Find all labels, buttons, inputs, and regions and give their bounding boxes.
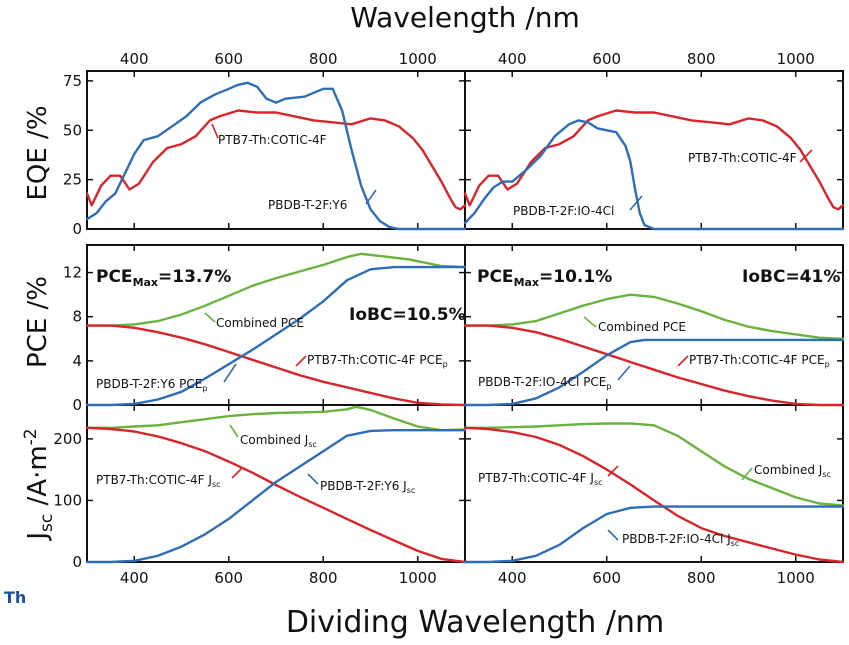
jsc-y-label: Jsc /A·m-2	[21, 428, 57, 541]
x-tick-label-top: 1000	[399, 50, 437, 68]
pce-right-green-leader	[583, 316, 597, 328]
x-tick-label-bottom: 600	[592, 569, 621, 587]
x-tick-label-bottom: 400	[120, 569, 149, 587]
eqe-annotations: PTB7-Th:COTIC-4F PBDB-T-2F:Y6 PTB7-Th:CO…	[211, 123, 813, 218]
bottom-title: Dividing Wavelength /nm	[286, 605, 664, 640]
panel-frame-jsc-right	[464, 404, 844, 563]
pce-y-label: PCE /%	[23, 276, 53, 368]
jsc-left-green-label: Combined Jsc	[240, 433, 317, 449]
y-tick-label-pce: 8	[72, 308, 82, 326]
eqe-left-blue-label: PBDB-T-2F:Y6	[268, 198, 347, 212]
pce-right-blue-leader	[617, 365, 631, 381]
x-tick-label-top: 800	[309, 50, 338, 68]
series-line-jsc-right-red	[463, 426, 845, 564]
x-tick-label-top: 600	[592, 50, 621, 68]
eqe-left-blue-leader	[365, 189, 377, 205]
series-line-pce-left-red	[85, 324, 467, 407]
jsc-left-green-leader	[229, 424, 239, 438]
jsc-annotations: Combined Jsc PTB7-Th:COTIC-4F Jsc PBDB-T…	[96, 424, 831, 548]
pce-right-red-label: PTB7-Th:COTIC-4F PCEp	[689, 353, 830, 369]
series-line-eqe-left-blue	[85, 81, 467, 231]
series-line-jsc-right-green	[463, 422, 845, 507]
eqe-right-blue-leader	[629, 195, 643, 211]
y-tick-label-jsc: 200	[53, 430, 82, 448]
x-tick-label-top: 400	[498, 50, 527, 68]
pce-left-green-label: Combined PCE	[216, 316, 304, 330]
y-tick-label-eqe: 50	[63, 121, 82, 139]
eqe-y-label: EQE /%	[23, 105, 53, 200]
eqe-left-red-leader	[211, 123, 219, 139]
series-line-pce-right-red	[463, 324, 845, 407]
y-tick-label-jsc: 100	[53, 491, 82, 509]
pce-left-green-leader	[204, 312, 216, 323]
pce-right-red-leader	[677, 355, 689, 367]
eqe-right-blue-label: PBDB-T-2F:IO-4Cl	[513, 204, 614, 218]
pce-right-blue-label: PBDB-T-2F:IO-4Cl PCEp	[478, 375, 611, 391]
jsc-left-blue-leader	[307, 473, 319, 485]
series-line-jsc-left-red	[85, 426, 467, 564]
series-line-eqe-right-blue	[463, 119, 845, 231]
jsc-right-red-leader	[607, 465, 619, 477]
jsc-right-blue-leader	[607, 529, 619, 541]
series-line-pce-right-blue	[463, 338, 845, 407]
jsc-right-blue-label: PBDB-T-2F:IO-4Cl Jsc	[622, 532, 739, 548]
pce-left-red-label: PTB7-Th:COTIC-4F PCEp	[307, 353, 448, 369]
series-line-jsc-right-blue	[463, 505, 845, 564]
x-tick-label-top: 600	[214, 50, 243, 68]
series-line-jsc-left-green	[85, 405, 467, 432]
pce-left-red-leader	[295, 355, 307, 367]
y-tick-label-pce: 4	[72, 352, 82, 370]
jsc-right-green-leader	[741, 467, 753, 481]
x-tick-label-top: 400	[120, 50, 149, 68]
x-tick-label-bottom: 400	[498, 569, 527, 587]
pce-annotations: PCEMax=13.7% IoBC=10.5% Combined PCE PTB…	[96, 267, 840, 393]
pce-left-iobc: IoBC=10.5%	[349, 305, 466, 325]
pce-left-blue-leader	[223, 363, 237, 383]
x-tick-label-bottom: 800	[309, 569, 338, 587]
pce-left-blue-label: PBDB-T-2F:Y6 PCEp	[96, 377, 207, 393]
eqe-left-red-label: PTB7-Th:COTIC-4F	[218, 133, 327, 147]
series-line-eqe-left-red	[85, 109, 467, 211]
y-tick-label-eqe: 25	[63, 171, 82, 189]
jsc-right-green-label: Combined Jsc	[754, 463, 831, 479]
y-tick-label-pce: 0	[72, 396, 82, 414]
jsc-right-red-label: PTB7-Th:COTIC-4F Jsc	[478, 471, 603, 487]
series-line-eqe-right-red	[463, 109, 845, 211]
jsc-left-red-label: PTB7-Th:COTIC-4F Jsc	[96, 473, 221, 489]
eqe-right-red-leader	[799, 149, 813, 163]
series-line-pce-left-green	[85, 252, 467, 327]
x-tick-label-top: 1000	[777, 50, 815, 68]
eqe-right-red-label: PTB7-Th:COTIC-4F	[688, 151, 797, 165]
corner-text: Th	[4, 588, 27, 607]
plot-area: 4004006006008008001000100040040060060080…	[53, 50, 845, 587]
series-line-pce-right-green	[463, 293, 845, 340]
pce-left-max: PCEMax=13.7%	[96, 267, 231, 289]
series-line-pce-left-blue	[85, 265, 467, 407]
jsc-left-red-leader	[231, 467, 243, 479]
top-title: Wavelength /nm	[350, 1, 579, 34]
y-tick-label-pce: 12	[63, 264, 82, 282]
x-tick-label-bottom: 800	[687, 569, 716, 587]
series-line-jsc-left-blue	[85, 429, 467, 564]
x-tick-label-top: 800	[687, 50, 716, 68]
pce-right-green-label: Combined PCE	[598, 320, 686, 334]
x-tick-label-bottom: 1000	[399, 569, 437, 587]
x-tick-label-bottom: 600	[214, 569, 243, 587]
x-tick-label-bottom: 1000	[777, 569, 815, 587]
pce-right-iobc: IoBC=41%	[742, 267, 840, 287]
y-tick-label-eqe: 75	[63, 72, 82, 90]
jsc-left-blue-label: PBDB-T-2F:Y6 Jsc	[320, 479, 415, 495]
pce-right-max: PCEMax=10.1%	[477, 267, 612, 289]
y-tick-label-eqe: 0	[72, 220, 82, 238]
y-tick-label-jsc: 0	[72, 553, 82, 571]
